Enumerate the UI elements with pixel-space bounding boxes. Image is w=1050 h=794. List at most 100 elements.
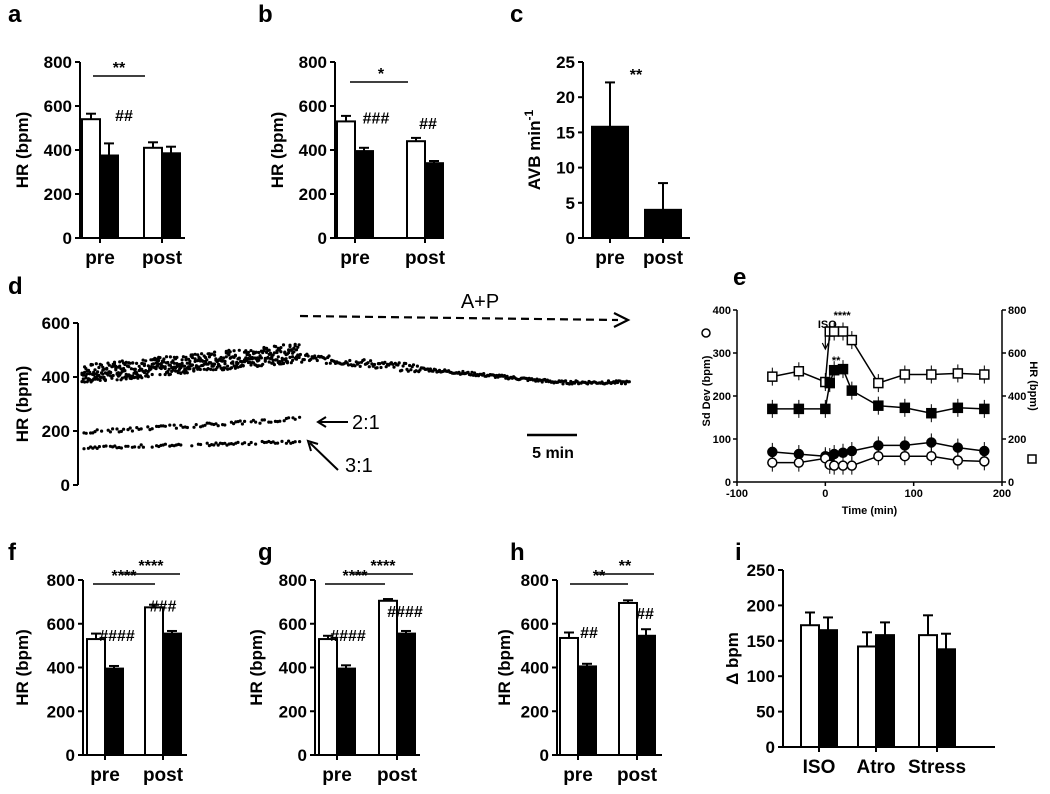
- trace-point-d: [268, 351, 273, 355]
- y-tick-label-b: 200: [299, 185, 327, 204]
- trace-point-d: [183, 364, 187, 368]
- x-tick-label-i: ISO: [803, 757, 836, 778]
- trace-point-d: [184, 355, 188, 359]
- trace-point-d: [213, 362, 217, 366]
- trace-point-d: [94, 362, 98, 366]
- trace-point-d: [188, 359, 192, 363]
- trace-point-d: [190, 444, 194, 448]
- trace-point-d: [288, 344, 292, 349]
- trace-point-d: [298, 352, 302, 357]
- trace-point-d: [84, 431, 88, 435]
- trace-point-d: [263, 356, 267, 360]
- trace-point-d: [185, 371, 189, 375]
- sig-label-b: *: [378, 66, 385, 83]
- series-marker-e-0: [979, 369, 990, 380]
- trace-point-d: [284, 441, 288, 445]
- trace-point-d: [249, 349, 253, 353]
- y-tick-label-f: 400: [47, 659, 75, 678]
- trace-point-d: [108, 430, 112, 434]
- mark-label-b: ##: [419, 116, 437, 133]
- trace-point-d: [276, 355, 280, 359]
- trace-point-d: [379, 365, 383, 370]
- trace-point-d: [244, 349, 248, 353]
- x-axis-title-e: Time (min): [842, 505, 898, 517]
- treatment-arrowhead-d: [613, 312, 631, 328]
- y-tick-label-right-e: 400: [1008, 391, 1026, 403]
- trace-point-d: [214, 422, 218, 426]
- series-marker-e-3: [979, 456, 990, 467]
- trace-point-d: [564, 379, 568, 383]
- trace-point-d: [137, 364, 141, 368]
- trace-point-d: [197, 365, 201, 369]
- bar-g-post-filled: [396, 632, 416, 756]
- trace-point-d: [362, 358, 366, 362]
- x-tick-label-e: 200: [993, 488, 1011, 500]
- trace-point-d: [415, 364, 419, 368]
- trace-point-d: [198, 367, 202, 372]
- trace-point-d: [249, 440, 253, 445]
- trace-point-d: [137, 445, 141, 449]
- trace-point-d: [128, 426, 132, 430]
- trace-point-d: [193, 359, 197, 363]
- series-marker-e-0: [793, 366, 805, 377]
- trace-point-d: [114, 368, 118, 372]
- trace-point-d: [246, 350, 250, 355]
- trace-point-d: [153, 358, 157, 362]
- y-tick-label-d: 600: [42, 314, 70, 333]
- trace-point-d: [115, 378, 119, 382]
- y-tick-label-g: 200: [279, 702, 307, 721]
- y-tick-label-b: 0: [318, 229, 327, 248]
- trace-point-d: [618, 379, 622, 383]
- trace-point-d: [247, 442, 251, 447]
- trace-point-d: [90, 363, 94, 367]
- trace-point-d: [261, 362, 265, 366]
- trace-point-d: [378, 362, 382, 366]
- series-marker-e-0: [767, 371, 778, 382]
- mark-label-f: ###: [150, 598, 177, 615]
- trace-point-d: [210, 352, 214, 356]
- trace-point-d: [323, 357, 327, 361]
- trace-point-d: [82, 447, 86, 451]
- trace-point-d: [254, 420, 258, 424]
- trace-point-d: [209, 367, 213, 371]
- trace-point-d: [96, 377, 100, 381]
- trace-point-d: [158, 373, 162, 377]
- y-tick-label-c: 0: [566, 229, 575, 248]
- trace-point-d: [222, 356, 226, 360]
- trace-point-d: [406, 369, 410, 373]
- y-tick-label-right-e: 200: [1008, 434, 1026, 446]
- trace-point-d: [271, 358, 275, 362]
- trace-point-d: [294, 357, 299, 361]
- trace-point-d: [106, 428, 110, 432]
- sig-label-g: ****: [371, 558, 397, 575]
- y-axis-title-right-e: HR (bpm): [1027, 361, 1039, 411]
- trace-point-d: [391, 362, 395, 366]
- trace-point-d: [104, 444, 108, 448]
- mark-label-a: ##: [115, 108, 133, 125]
- series-marker-e-1: [926, 407, 937, 419]
- bar-f-post-filled: [162, 632, 182, 756]
- trace-point-d: [227, 353, 231, 357]
- y-tick-label-a: 800: [44, 53, 72, 72]
- trace-point-d: [167, 367, 171, 371]
- y-tick-label-right-e: 600: [1008, 348, 1026, 360]
- trace-point-d: [84, 376, 88, 380]
- y-tick-label-d: 200: [42, 422, 70, 441]
- series-marker-e-2: [846, 445, 858, 457]
- trace-point-d: [288, 355, 292, 359]
- trace-point-d: [409, 368, 413, 372]
- legend-open-square-icon: [1027, 454, 1037, 464]
- trace-point-d: [157, 358, 161, 363]
- trace-point-d: [180, 361, 184, 365]
- trace-point-d: [219, 355, 223, 360]
- mark-label-g: ####: [330, 628, 366, 645]
- trace-point-d: [226, 364, 230, 368]
- y-tick-label-i: 200: [747, 596, 775, 615]
- bar-i-ISO-filled: [818, 629, 838, 748]
- y-tick-label-f: 800: [47, 571, 75, 590]
- trace-point-d: [257, 358, 261, 362]
- series-marker-e-0: [828, 326, 840, 337]
- trace-point-d: [129, 367, 133, 371]
- bar-b-pre-filled: [354, 150, 374, 240]
- trace-point-d: [287, 416, 291, 420]
